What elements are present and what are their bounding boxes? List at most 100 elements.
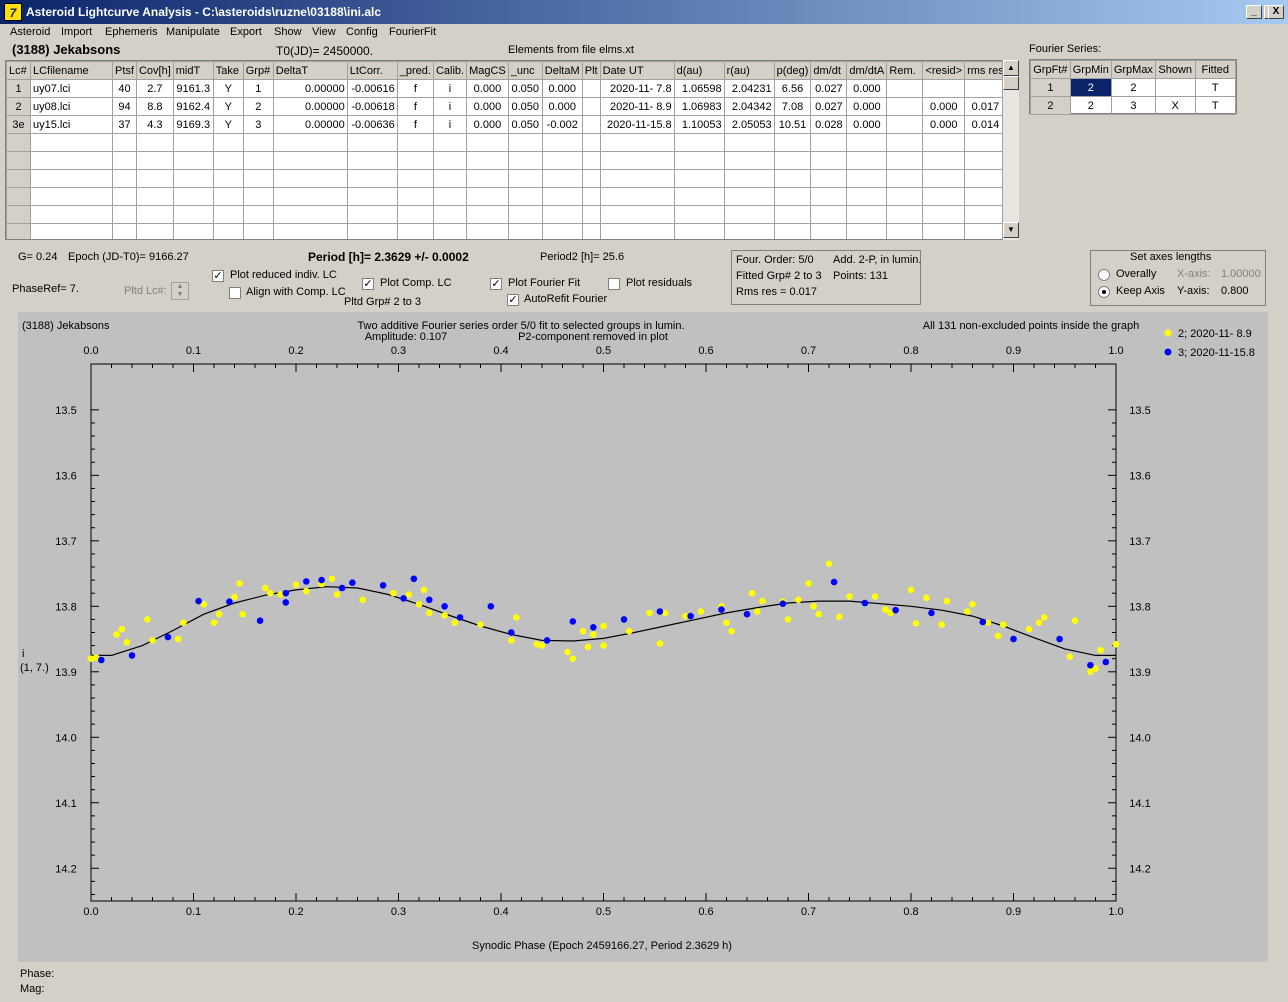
table-cell[interactable]	[507, 205, 543, 224]
table-cell[interactable]	[272, 187, 348, 206]
column-header[interactable]: midT	[172, 61, 214, 80]
table-cell[interactable]	[112, 187, 137, 206]
close-button[interactable]: X	[1268, 5, 1284, 19]
table-cell[interactable]	[846, 223, 888, 239]
table-cell[interactable]	[172, 133, 214, 152]
table-cell[interactable]	[964, 187, 1007, 206]
table-cell[interactable]	[466, 205, 509, 224]
table-cell[interactable]	[964, 133, 1007, 152]
table-cell[interactable]	[212, 133, 244, 152]
fourier-cell[interactable]: 2	[1069, 78, 1112, 97]
table-cell[interactable]: 0.014	[964, 115, 1007, 134]
column-header[interactable]: Cov[h]	[135, 61, 174, 80]
table-cell[interactable]: 0.000	[846, 79, 888, 98]
table-cell[interactable]	[810, 133, 848, 152]
table-cell[interactable]	[6, 205, 31, 224]
column-header[interactable]: Date UT	[599, 61, 675, 80]
minimize-button[interactable]: _	[1246, 5, 1262, 19]
table-row[interactable]: 3e uy15.lci 37 4.3 9169.3 Y 3 0.00000 -0.00636 f i…	[6, 115, 1007, 134]
table-cell[interactable]	[396, 205, 434, 224]
pltd-lc-spinner[interactable]: ▲ ▼	[171, 282, 189, 300]
lightcurve-plot[interactable]: (3188) Jekabsons Two additive Fourier se…	[18, 312, 1268, 962]
table-cell[interactable]	[396, 223, 434, 239]
table-cell[interactable]	[723, 169, 775, 188]
table-cell[interactable]	[112, 133, 137, 152]
column-header[interactable]: Ptsf	[112, 61, 137, 80]
table-cell[interactable]	[112, 205, 137, 224]
table-cell[interactable]	[723, 187, 775, 206]
keep-axis-radio[interactable]	[1098, 286, 1110, 298]
table-cell[interactable]: 0.027	[810, 97, 848, 116]
table-cell[interactable]: -0.002	[541, 115, 583, 134]
fourier-cell[interactable]: 1	[1030, 78, 1071, 97]
table-cell[interactable]	[346, 187, 398, 206]
fourier-column-header[interactable]: GrpMin	[1069, 60, 1112, 79]
table-cell[interactable]	[922, 187, 966, 206]
table-cell[interactable]: 2.04342	[723, 97, 775, 116]
table-cell[interactable]	[886, 187, 924, 206]
table-cell[interactable]	[30, 169, 113, 188]
column-header[interactable]: Rem.	[886, 61, 924, 80]
table-cell[interactable]	[964, 151, 1007, 170]
fourier-column-header[interactable]: Fitted	[1194, 60, 1237, 79]
table-cell[interactable]	[507, 133, 543, 152]
table-cell[interactable]: uy15.lci	[30, 115, 113, 134]
table-cell[interactable]	[599, 169, 675, 188]
empty-row[interactable]	[6, 223, 1007, 239]
table-cell[interactable]	[272, 169, 348, 188]
table-cell[interactable]: 2020-11- 7.8	[599, 79, 675, 98]
table-cell[interactable]: 9161.3	[172, 79, 214, 98]
align-comp-checkbox[interactable]	[229, 287, 241, 299]
table-cell[interactable]	[135, 133, 174, 152]
table-cell[interactable]	[673, 169, 725, 188]
table-cell[interactable]: 3	[242, 115, 274, 134]
table-cell[interactable]	[466, 151, 509, 170]
table-cell[interactable]	[773, 169, 812, 188]
table-cell[interactable]	[581, 187, 601, 206]
table-cell[interactable]	[466, 187, 509, 206]
table-cell[interactable]	[846, 205, 888, 224]
table-cell[interactable]	[723, 133, 775, 152]
table-cell[interactable]: 37	[112, 115, 137, 134]
table-cell[interactable]: 0.000	[466, 115, 509, 134]
table-cell[interactable]	[541, 223, 583, 239]
table-cell[interactable]	[135, 205, 174, 224]
table-cell[interactable]: 2	[6, 97, 31, 116]
table-cell[interactable]	[212, 169, 244, 188]
table-cell[interactable]	[773, 223, 812, 239]
table-cell[interactable]	[272, 205, 348, 224]
table-cell[interactable]	[599, 133, 675, 152]
fourier-cell[interactable]: 2	[1030, 96, 1071, 115]
column-header[interactable]: Plt	[581, 61, 601, 80]
column-header[interactable]: dm/dt	[810, 61, 848, 80]
table-cell[interactable]	[242, 169, 274, 188]
table-cell[interactable]: f	[396, 79, 434, 98]
column-header[interactable]: _pred.	[396, 61, 434, 80]
table-cell[interactable]	[172, 151, 214, 170]
table-cell[interactable]: 0.000	[541, 97, 583, 116]
fourier-cell[interactable]: T	[1194, 78, 1237, 97]
table-cell[interactable]	[773, 133, 812, 152]
table-cell[interactable]	[964, 205, 1007, 224]
plot-residuals-checkbox[interactable]	[608, 278, 620, 290]
table-cell[interactable]	[432, 151, 468, 170]
table-cell[interactable]	[810, 151, 848, 170]
table-cell[interactable]	[846, 151, 888, 170]
column-header[interactable]: LtCorr.	[346, 61, 398, 80]
table-cell[interactable]: Y	[212, 115, 244, 134]
table-cell[interactable]	[135, 169, 174, 188]
table-cell[interactable]	[346, 223, 398, 239]
table-cell[interactable]: 40	[112, 79, 137, 98]
table-cell[interactable]	[599, 187, 675, 206]
table-cell[interactable]	[346, 205, 398, 224]
table-cell[interactable]	[432, 133, 468, 152]
scroll-down-icon[interactable]: ▼	[1003, 222, 1019, 238]
table-cell[interactable]	[466, 133, 509, 152]
table-cell[interactable]: 9162.4	[172, 97, 214, 116]
table-cell[interactable]	[30, 151, 113, 170]
table-cell[interactable]	[723, 223, 775, 239]
table-cell[interactable]: 0.000	[846, 115, 888, 134]
table-cell[interactable]: 9169.3	[172, 115, 214, 134]
empty-row[interactable]	[6, 169, 1007, 188]
